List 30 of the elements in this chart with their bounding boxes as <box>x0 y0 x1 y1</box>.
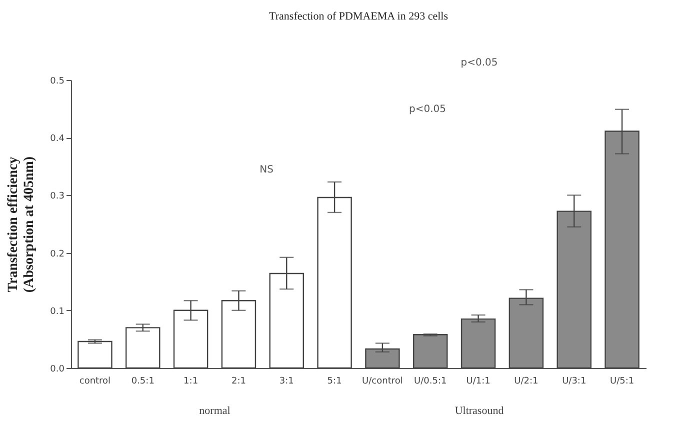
bar <box>413 334 448 369</box>
text: Ultrasound <box>454 405 504 418</box>
annotation: p<0.05 <box>409 104 446 115</box>
x-tick-label: U/2:1 <box>514 376 538 386</box>
bar <box>126 327 160 369</box>
x-tick-label: 0.5:1 <box>131 376 154 386</box>
y-tick-label: 0.4 <box>50 134 65 144</box>
y-tick-label: 0.1 <box>50 306 64 317</box>
y-axis-title: Transfection efficiency (Absorption at 405nm) <box>6 156 38 293</box>
text: p<0.05 <box>460 58 498 69</box>
x-tick-label: 1:1 <box>184 376 198 386</box>
bar <box>365 348 400 369</box>
bar <box>78 340 112 369</box>
text: normal <box>199 405 230 418</box>
x-tick-label: U/3:1 <box>562 376 586 386</box>
x-tick-label: U/5:1 <box>610 376 634 386</box>
y-tick-label: 0.0 <box>50 364 65 374</box>
bar <box>460 318 496 369</box>
x-tick-label: control <box>79 376 111 386</box>
x-tick-label: 2:1 <box>231 376 246 386</box>
x-tick-label: 5:1 <box>327 376 342 386</box>
chart-title: Transfection of PDMAEMA in 293 cells <box>269 10 448 23</box>
y-tick-label: 0.5 <box>50 76 64 86</box>
y-tick-label: 0.3 <box>50 192 64 202</box>
x-tick-label: U/1:1 <box>466 376 490 386</box>
x-tick-label: U/control <box>362 376 403 386</box>
annotation: NS <box>260 164 274 176</box>
x-tick-label: U/0.5:1 <box>414 376 447 386</box>
y-tick-label: 0.2 <box>50 249 64 260</box>
x-tick-label: 3:1 <box>279 376 294 386</box>
